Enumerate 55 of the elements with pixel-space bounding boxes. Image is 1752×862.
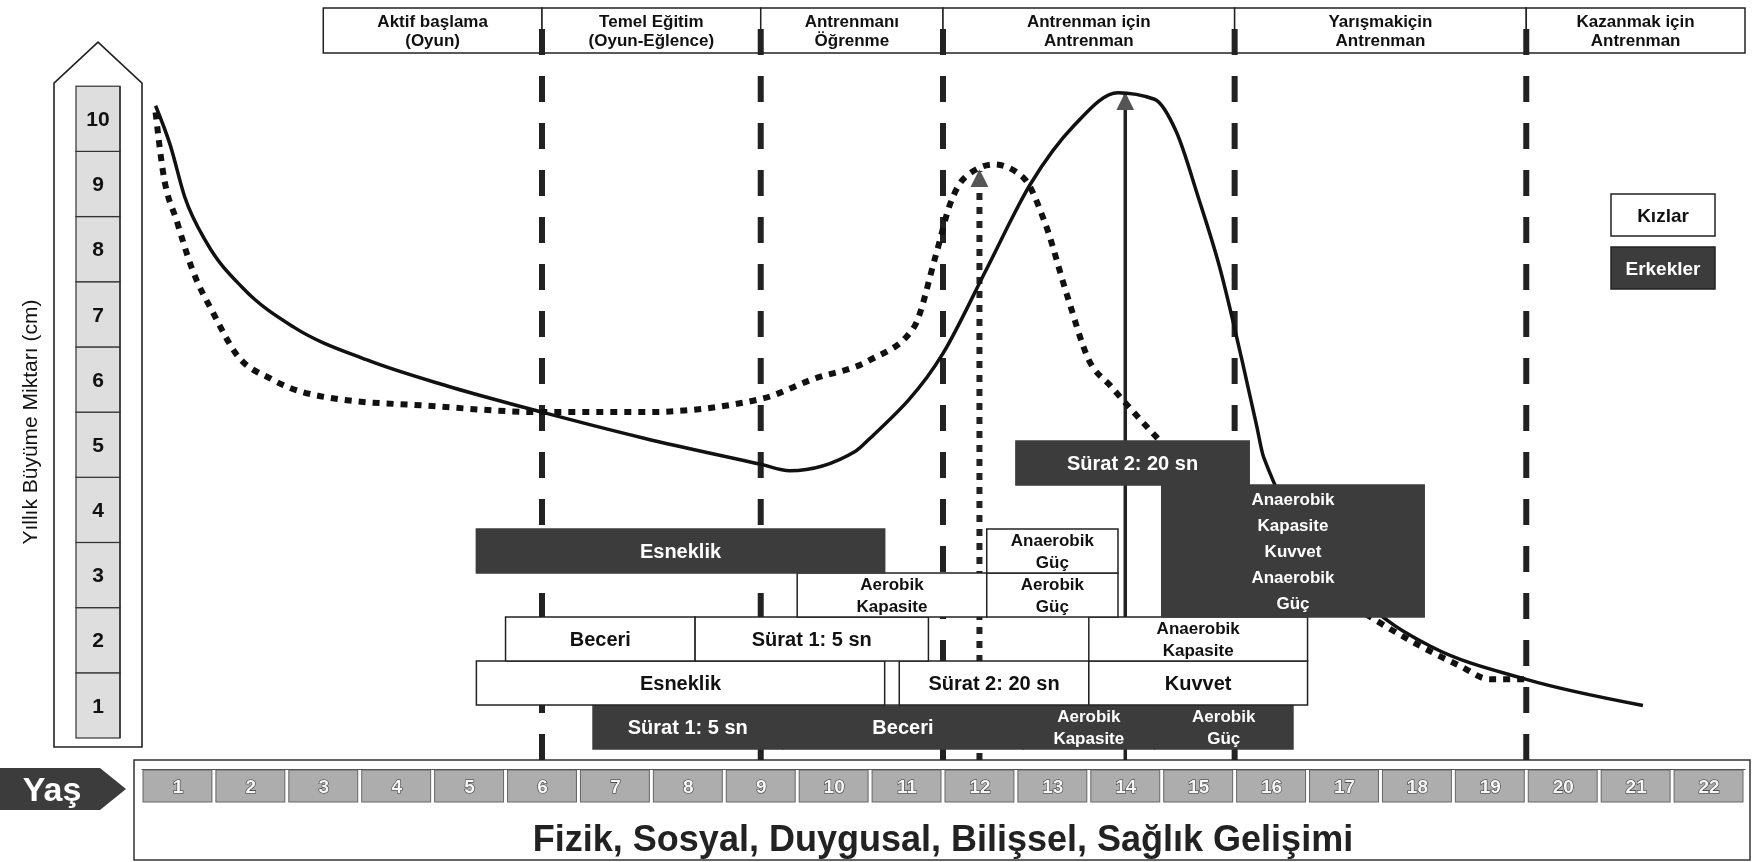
y-tick-label: 7 — [92, 302, 104, 326]
x-tick-label: 14 — [1115, 775, 1137, 797]
x-tick-label: 12 — [969, 775, 991, 797]
x-tick-label: 2 — [245, 775, 257, 797]
x-tick-label: 9 — [755, 775, 767, 797]
text: Fizik, Sosyal, Duygusal, Bilişsel, Sağlık Gelişimi — [532, 817, 1354, 859]
x-tick-label: 17 — [1333, 775, 1356, 797]
x-tick-label: 19 — [1479, 775, 1501, 797]
x-tick-label: 10 — [823, 775, 845, 797]
x-tick-label: 13 — [1042, 775, 1064, 797]
band-label: Temel Eğitim (Oyun-Eğlence) — [588, 11, 715, 50]
x-tick-label: 3 — [318, 775, 330, 797]
y-tick-label: 10 — [86, 107, 110, 131]
band-label: Kuvvet — [1164, 672, 1232, 694]
band-label: Aerobik Kapasite — [856, 574, 928, 616]
band-label: Aerobik Güç — [1020, 574, 1085, 616]
band-label: Esneklik — [639, 540, 722, 562]
x-tick-label: 1 — [172, 775, 184, 797]
x-tick-label: 7 — [610, 775, 621, 797]
x-tick-label: 8 — [683, 775, 694, 797]
x-tick-label: 22 — [1698, 775, 1720, 797]
band-label: Anaerobik Güç — [1010, 530, 1095, 572]
annotation: Erkekler — [1625, 257, 1702, 279]
band-label: Sürat 1: 5 sn — [627, 716, 748, 738]
x-tick-label: 11 — [897, 775, 918, 797]
y-tick-label: 2 — [92, 628, 104, 652]
band-label: Beceri — [872, 716, 934, 738]
band-label: Sürat 2: 20 sn — [928, 672, 1060, 694]
y-tick-label: 6 — [92, 367, 104, 391]
band-label: Sürat 2: 20 sn — [1066, 452, 1199, 474]
y-tick-label: 3 — [92, 563, 104, 587]
band-label: Antrenmanı Öğrenme — [804, 11, 900, 50]
x-tick-label: 21 — [1625, 775, 1648, 797]
y-tick-label: 4 — [92, 498, 105, 522]
y-tick-label: 9 — [92, 172, 104, 196]
band-label: Aerobik Güç — [1192, 706, 1256, 748]
x-tick-label: 18 — [1406, 775, 1428, 797]
band-label: Kazanmak için Antrenman — [1576, 11, 1695, 50]
band-label: Antrenman için Antrenman — [1026, 11, 1151, 50]
annotation: Kızlar — [1637, 204, 1690, 226]
band-label: Anaerobik Kapasite Kuvvet Anaerobik Güç — [1251, 489, 1336, 613]
x-tick-label: 4 — [391, 775, 403, 797]
y-tick-label: 8 — [92, 237, 105, 261]
y-tick-label: 5 — [92, 432, 105, 456]
band-label: Beceri — [569, 628, 631, 650]
band-label: Anaerobik Kapasite — [1156, 618, 1241, 660]
y-axis-title: Yıllık Büyüme Miktarı (cm) — [18, 299, 42, 545]
x-axis-title: Yaş — [22, 769, 82, 808]
y-tick-label: 1 — [92, 693, 105, 717]
band-label: Aktif başlama (Oyun) — [377, 11, 489, 50]
band-label: Sürat 1: 5 sn — [751, 628, 872, 650]
band-label: Aerobik Kapasite — [1053, 706, 1125, 748]
band-label: Yarışmakiçin Antrenman — [1328, 11, 1433, 50]
band-label: Esneklik — [639, 672, 722, 694]
x-tick-label: 16 — [1261, 775, 1283, 797]
